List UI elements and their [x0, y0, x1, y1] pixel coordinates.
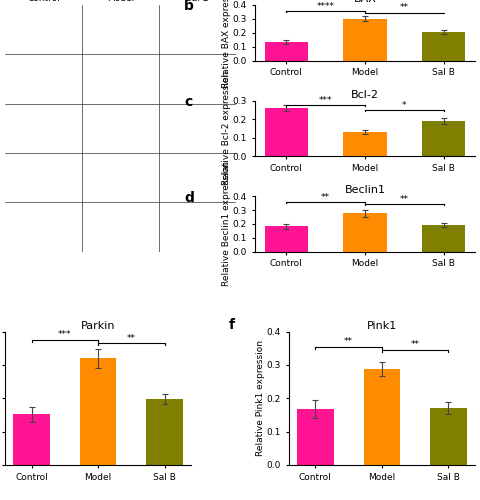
Bar — [422, 225, 465, 252]
Text: **: ** — [321, 193, 330, 202]
Text: **: ** — [411, 340, 420, 349]
Title: Beclin1: Beclin1 — [344, 186, 385, 196]
Text: ***: *** — [319, 96, 332, 105]
Bar — [264, 42, 308, 60]
Title: Bcl-2: Bcl-2 — [351, 90, 379, 100]
Text: Sal B: Sal B — [186, 0, 209, 2]
Bar — [430, 408, 467, 465]
Bar — [422, 32, 465, 60]
Text: c: c — [184, 95, 192, 109]
Bar — [264, 226, 308, 252]
Text: **: ** — [400, 194, 408, 203]
Y-axis label: Relative Beclin1 expression: Relative Beclin1 expression — [222, 162, 231, 286]
Text: Model: Model — [107, 0, 134, 2]
Bar — [363, 369, 400, 465]
Y-axis label: Relative Pink1 expression: Relative Pink1 expression — [256, 340, 265, 456]
Text: *: * — [402, 101, 407, 110]
Bar — [13, 414, 50, 465]
Bar — [80, 358, 117, 465]
Bar — [264, 108, 308, 156]
Bar — [146, 399, 183, 465]
Text: **: ** — [400, 4, 408, 13]
Bar — [343, 213, 386, 252]
Bar — [343, 19, 386, 60]
Y-axis label: Relative Bcl-2 expression: Relative Bcl-2 expression — [222, 72, 231, 186]
Text: ***: *** — [58, 330, 72, 340]
Text: b: b — [184, 0, 194, 14]
Y-axis label: Relative BAX expression: Relative BAX expression — [222, 0, 231, 88]
Bar — [343, 132, 386, 156]
Title: Pink1: Pink1 — [367, 321, 397, 331]
Text: **: ** — [344, 337, 353, 346]
Text: ****: **** — [316, 2, 335, 11]
Text: **: ** — [127, 334, 136, 342]
Text: Control: Control — [27, 0, 60, 2]
Title: Parkin: Parkin — [81, 321, 115, 331]
Bar — [422, 121, 465, 156]
Text: f: f — [229, 318, 235, 332]
Bar — [297, 409, 334, 465]
Title: BAX: BAX — [353, 0, 376, 4]
Text: d: d — [184, 190, 194, 204]
